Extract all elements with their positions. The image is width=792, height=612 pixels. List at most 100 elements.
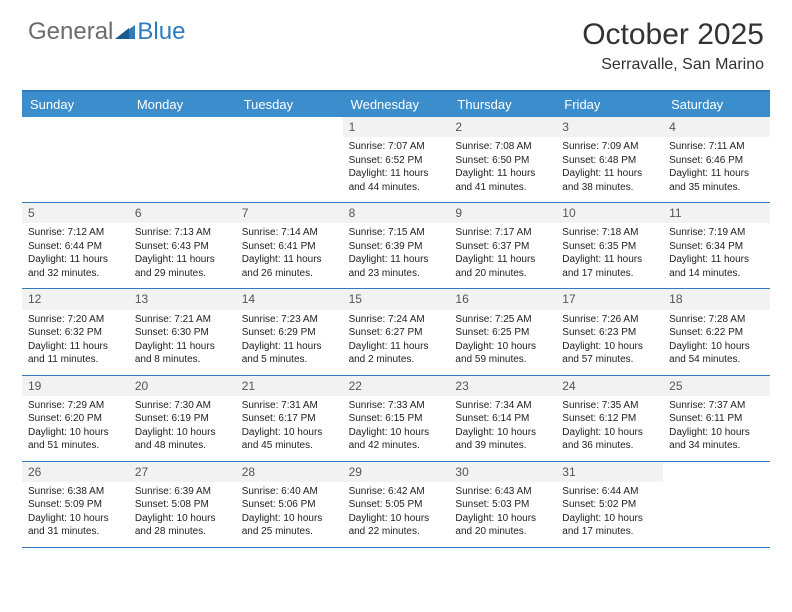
sunrise-text: Sunrise: 7:30 AM [135, 399, 230, 413]
daylight-text: Daylight: 10 hours and 59 minutes. [455, 340, 550, 367]
day-number: 25 [663, 376, 770, 396]
sunrise-text: Sunrise: 7:24 AM [349, 313, 444, 327]
sunset-text: Sunset: 5:02 PM [562, 498, 657, 512]
calendar-cell: 1Sunrise: 7:07 AMSunset: 6:52 PMDaylight… [343, 117, 450, 202]
sunset-text: Sunset: 5:08 PM [135, 498, 230, 512]
day-number: 30 [449, 462, 556, 482]
daylight-text: Daylight: 11 hours and 32 minutes. [28, 253, 123, 280]
sunrise-text: Sunrise: 6:39 AM [135, 485, 230, 499]
sunset-text: Sunset: 6:12 PM [562, 412, 657, 426]
calendar-cell: 13Sunrise: 7:21 AMSunset: 6:30 PMDayligh… [129, 289, 236, 374]
weekday-label: Tuesday [236, 92, 343, 117]
day-number: 2 [449, 117, 556, 137]
sunrise-text: Sunrise: 7:29 AM [28, 399, 123, 413]
day-number: 15 [343, 289, 450, 309]
sunrise-text: Sunrise: 7:34 AM [455, 399, 550, 413]
sunrise-text: Sunrise: 7:35 AM [562, 399, 657, 413]
weekday-label: Friday [556, 92, 663, 117]
sunrise-text: Sunrise: 7:21 AM [135, 313, 230, 327]
weekday-label: Saturday [663, 92, 770, 117]
daylight-text: Daylight: 10 hours and 20 minutes. [455, 512, 550, 539]
daylight-text: Daylight: 11 hours and 41 minutes. [455, 167, 550, 194]
daylight-text: Daylight: 10 hours and 57 minutes. [562, 340, 657, 367]
logo-text-general: General [28, 18, 113, 46]
daylight-text: Daylight: 10 hours and 54 minutes. [669, 340, 764, 367]
calendar-cell: 24Sunrise: 7:35 AMSunset: 6:12 PMDayligh… [556, 376, 663, 461]
calendar-cell: 4Sunrise: 7:11 AMSunset: 6:46 PMDaylight… [663, 117, 770, 202]
sunset-text: Sunset: 6:23 PM [562, 326, 657, 340]
sunrise-text: Sunrise: 6:38 AM [28, 485, 123, 499]
sunset-text: Sunset: 6:11 PM [669, 412, 764, 426]
sunset-text: Sunset: 6:22 PM [669, 326, 764, 340]
calendar-cell: . [129, 117, 236, 202]
sunrise-text: Sunrise: 6:42 AM [349, 485, 444, 499]
weekday-label: Thursday [449, 92, 556, 117]
daylight-text: Daylight: 10 hours and 34 minutes. [669, 426, 764, 453]
day-number: 6 [129, 203, 236, 223]
daylight-text: Daylight: 11 hours and 35 minutes. [669, 167, 764, 194]
calendar: Sunday Monday Tuesday Wednesday Thursday… [22, 90, 770, 548]
title-block: October 2025 Serravalle, San Marino [582, 18, 764, 74]
day-number: 5 [22, 203, 129, 223]
sunset-text: Sunset: 5:09 PM [28, 498, 123, 512]
weeks-container: ...1Sunrise: 7:07 AMSunset: 6:52 PMDayli… [22, 117, 770, 548]
sunset-text: Sunset: 6:25 PM [455, 326, 550, 340]
calendar-cell: 17Sunrise: 7:26 AMSunset: 6:23 PMDayligh… [556, 289, 663, 374]
daylight-text: Daylight: 10 hours and 51 minutes. [28, 426, 123, 453]
daylight-text: Daylight: 10 hours and 45 minutes. [242, 426, 337, 453]
calendar-cell: 9Sunrise: 7:17 AMSunset: 6:37 PMDaylight… [449, 203, 556, 288]
daylight-text: Daylight: 10 hours and 22 minutes. [349, 512, 444, 539]
daylight-text: Daylight: 10 hours and 25 minutes. [242, 512, 337, 539]
month-title: October 2025 [582, 18, 764, 52]
sunset-text: Sunset: 6:41 PM [242, 240, 337, 254]
sunset-text: Sunset: 5:03 PM [455, 498, 550, 512]
sunrise-text: Sunrise: 6:40 AM [242, 485, 337, 499]
daylight-text: Daylight: 11 hours and 23 minutes. [349, 253, 444, 280]
logo-triangle-icon [115, 18, 135, 46]
sunrise-text: Sunrise: 7:23 AM [242, 313, 337, 327]
sunrise-text: Sunrise: 7:09 AM [562, 140, 657, 154]
day-number: 17 [556, 289, 663, 309]
sunset-text: Sunset: 6:52 PM [349, 154, 444, 168]
sunrise-text: Sunrise: 7:11 AM [669, 140, 764, 154]
daylight-text: Daylight: 10 hours and 39 minutes. [455, 426, 550, 453]
day-number: 31 [556, 462, 663, 482]
day-number: 22 [343, 376, 450, 396]
daylight-text: Daylight: 11 hours and 29 minutes. [135, 253, 230, 280]
day-number: 3 [556, 117, 663, 137]
calendar-cell: 26Sunrise: 6:38 AMSunset: 5:09 PMDayligh… [22, 462, 129, 547]
day-number: 21 [236, 376, 343, 396]
calendar-cell: . [663, 462, 770, 547]
sunset-text: Sunset: 6:29 PM [242, 326, 337, 340]
sunset-text: Sunset: 6:39 PM [349, 240, 444, 254]
daylight-text: Daylight: 10 hours and 17 minutes. [562, 512, 657, 539]
calendar-cell: 19Sunrise: 7:29 AMSunset: 6:20 PMDayligh… [22, 376, 129, 461]
calendar-cell: 20Sunrise: 7:30 AMSunset: 6:19 PMDayligh… [129, 376, 236, 461]
day-number: 23 [449, 376, 556, 396]
logo: General Blue [28, 18, 185, 46]
sunrise-text: Sunrise: 7:19 AM [669, 226, 764, 240]
sunrise-text: Sunrise: 7:15 AM [349, 226, 444, 240]
sunset-text: Sunset: 6:44 PM [28, 240, 123, 254]
sunrise-text: Sunrise: 7:31 AM [242, 399, 337, 413]
sunrise-text: Sunrise: 7:14 AM [242, 226, 337, 240]
sunset-text: Sunset: 6:20 PM [28, 412, 123, 426]
weekday-label: Wednesday [343, 92, 450, 117]
daylight-text: Daylight: 10 hours and 28 minutes. [135, 512, 230, 539]
sunrise-text: Sunrise: 7:12 AM [28, 226, 123, 240]
calendar-week: ...1Sunrise: 7:07 AMSunset: 6:52 PMDayli… [22, 117, 770, 203]
sunset-text: Sunset: 6:27 PM [349, 326, 444, 340]
sunrise-text: Sunrise: 7:17 AM [455, 226, 550, 240]
day-number: 7 [236, 203, 343, 223]
sunset-text: Sunset: 6:37 PM [455, 240, 550, 254]
calendar-cell: 16Sunrise: 7:25 AMSunset: 6:25 PMDayligh… [449, 289, 556, 374]
calendar-cell: 27Sunrise: 6:39 AMSunset: 5:08 PMDayligh… [129, 462, 236, 547]
day-number: 10 [556, 203, 663, 223]
sunset-text: Sunset: 6:50 PM [455, 154, 550, 168]
day-number: 4 [663, 117, 770, 137]
sunrise-text: Sunrise: 7:33 AM [349, 399, 444, 413]
calendar-cell: 21Sunrise: 7:31 AMSunset: 6:17 PMDayligh… [236, 376, 343, 461]
calendar-cell: 12Sunrise: 7:20 AMSunset: 6:32 PMDayligh… [22, 289, 129, 374]
calendar-week: 12Sunrise: 7:20 AMSunset: 6:32 PMDayligh… [22, 289, 770, 375]
sunrise-text: Sunrise: 7:18 AM [562, 226, 657, 240]
